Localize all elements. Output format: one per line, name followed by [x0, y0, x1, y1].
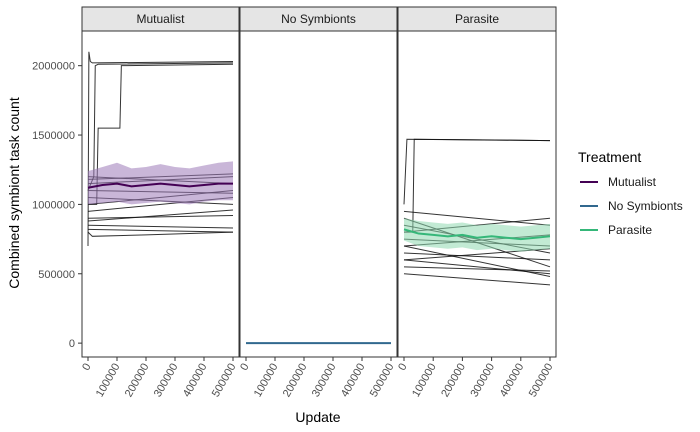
legend-title: Treatment: [578, 149, 641, 165]
replicate-line: [87, 51, 234, 247]
mean-line: [87, 182, 233, 189]
replicate-line: [88, 63, 234, 205]
legend-label: Parasite: [608, 223, 652, 237]
replicate-line: [403, 252, 551, 261]
panel-body: [403, 138, 551, 286]
panel-body: [87, 51, 234, 247]
facet-strip: [397, 6, 557, 32]
y-tick-label: 500000: [38, 269, 75, 281]
replicate-line: [403, 273, 551, 286]
y-tick-label: 0: [69, 338, 75, 350]
facet-strip: [239, 6, 398, 32]
y-tick-label: 1000000: [32, 199, 75, 211]
legend-label: No Symbionts: [608, 199, 683, 213]
x-tick-label: 0: [80, 362, 93, 373]
replicate-line: [87, 228, 234, 233]
replicate-line: [87, 215, 234, 219]
replicate-line: [87, 209, 234, 222]
replicate-line: [403, 266, 551, 272]
y-tick-label: 1500000: [32, 130, 75, 142]
replicate-line: [403, 210, 551, 226]
legend: Treatment Mutualist No Symbionts Parasite: [578, 149, 683, 237]
y-axis-label: Combined symbiont task count: [6, 97, 22, 289]
facet-strip-label: Mutualist: [136, 12, 185, 26]
y-tick-label: 2000000: [32, 61, 75, 73]
facet-strip: [81, 6, 240, 32]
facet-strip-label: No Symbionts: [281, 12, 356, 26]
mean-line: [403, 228, 551, 241]
x-axis-label: Update: [295, 409, 340, 425]
mean-ribbon: [404, 218, 550, 252]
y-axis: 0 500000 1000000 1500000 2000000: [32, 61, 82, 350]
replicate-line: [87, 224, 234, 229]
legend-label: Mutualist: [608, 175, 657, 189]
replicate-line: [403, 245, 551, 278]
x-tick-label: 0: [238, 362, 251, 373]
replicate-line: [87, 231, 234, 237]
x-tick-label: 0: [396, 362, 409, 373]
facet-strip-label: Parasite: [455, 12, 499, 26]
